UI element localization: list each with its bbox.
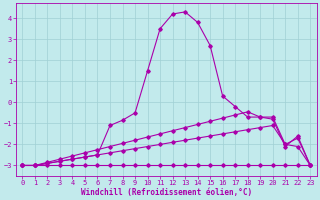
X-axis label: Windchill (Refroidissement éolien,°C): Windchill (Refroidissement éolien,°C) bbox=[81, 188, 252, 197]
